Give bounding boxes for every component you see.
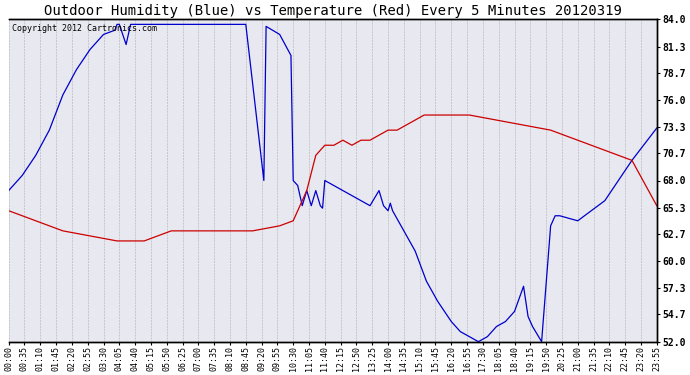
Text: Copyright 2012 Cartronics.com: Copyright 2012 Cartronics.com [12, 24, 157, 33]
Title: Outdoor Humidity (Blue) vs Temperature (Red) Every 5 Minutes 20120319: Outdoor Humidity (Blue) vs Temperature (… [43, 4, 622, 18]
